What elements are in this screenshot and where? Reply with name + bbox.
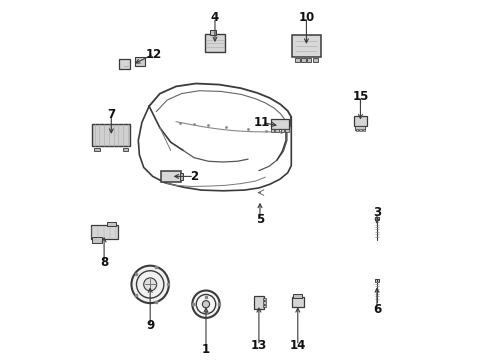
Bar [280, 129, 284, 132]
Text: 6: 6 [372, 303, 380, 316]
Bar [118, 59, 130, 69]
Text: 13: 13 [250, 339, 266, 352]
Bar [293, 294, 302, 298]
Text: 12: 12 [145, 48, 162, 60]
Bar [92, 124, 130, 146]
Bar [353, 116, 366, 126]
Circle shape [143, 278, 156, 291]
Bar [355, 126, 365, 130]
Bar [275, 129, 279, 132]
Text: 2: 2 [190, 170, 198, 183]
Bar [358, 129, 361, 131]
Bar [270, 119, 288, 129]
Circle shape [131, 266, 168, 303]
Bar [301, 58, 305, 62]
Bar [253, 296, 264, 309]
Bar [295, 58, 299, 62]
Text: 11: 11 [253, 116, 269, 129]
Text: 3: 3 [372, 206, 380, 219]
Text: 8: 8 [100, 256, 108, 269]
Text: 1: 1 [202, 343, 210, 356]
Bar [285, 129, 288, 132]
Bar [106, 222, 116, 226]
Bar [270, 129, 274, 132]
Text: 7: 7 [107, 108, 115, 121]
Bar [263, 301, 265, 303]
Bar [374, 217, 378, 220]
Bar [94, 148, 100, 151]
Bar [91, 238, 102, 243]
Bar [263, 297, 265, 300]
Bar [291, 35, 321, 57]
Bar [355, 129, 357, 131]
Bar [374, 279, 378, 282]
Bar [209, 30, 216, 35]
Bar [291, 297, 303, 307]
Bar [362, 129, 365, 131]
Text: 15: 15 [351, 90, 368, 103]
Bar [263, 305, 265, 307]
Text: 14: 14 [289, 339, 305, 352]
Bar [306, 58, 311, 62]
Bar [123, 148, 128, 151]
Bar [161, 171, 180, 182]
Bar [179, 173, 183, 180]
Bar [90, 225, 117, 239]
Bar [135, 57, 145, 66]
Text: 9: 9 [146, 319, 154, 332]
Bar [204, 34, 225, 52]
Circle shape [192, 291, 219, 318]
Text: 5: 5 [255, 213, 264, 226]
Circle shape [202, 301, 209, 308]
Bar [313, 58, 317, 62]
Text: 4: 4 [210, 11, 219, 24]
Text: 10: 10 [298, 11, 314, 24]
